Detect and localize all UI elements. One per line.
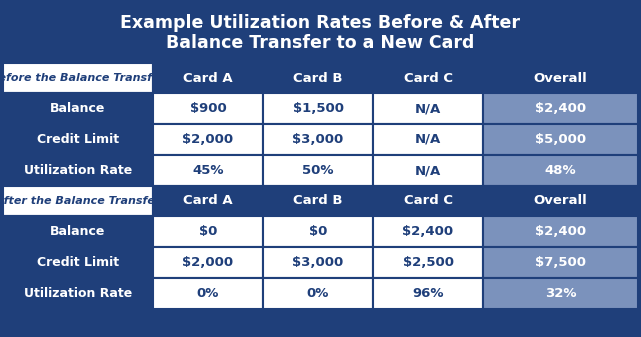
Text: Overall: Overall [533, 194, 587, 208]
Bar [153, 186, 263, 216]
Text: $2,000: $2,000 [183, 256, 233, 269]
Text: $2,500: $2,500 [403, 256, 453, 269]
Bar [483, 93, 638, 124]
Bar [483, 216, 638, 247]
Bar [3, 155, 153, 186]
Bar [483, 278, 638, 309]
Bar [153, 124, 263, 155]
Bar [483, 124, 638, 155]
Text: 45%: 45% [192, 164, 224, 177]
Bar [263, 278, 373, 309]
Bar [483, 247, 638, 278]
Bar [373, 155, 483, 186]
Text: 50%: 50% [303, 164, 334, 177]
Text: $2,400: $2,400 [403, 225, 454, 238]
Text: Before the Balance Transfer: Before the Balance Transfer [0, 73, 165, 83]
Text: $5,000: $5,000 [535, 133, 586, 146]
Text: $900: $900 [190, 102, 226, 115]
Text: N/A: N/A [415, 133, 441, 146]
Text: $7,500: $7,500 [535, 256, 586, 269]
Text: Card A: Card A [183, 71, 233, 85]
Bar [263, 247, 373, 278]
Bar [3, 3, 638, 63]
Bar [153, 247, 263, 278]
Text: N/A: N/A [415, 102, 441, 115]
Text: Card B: Card B [293, 194, 343, 208]
Bar [483, 186, 638, 216]
Text: 48%: 48% [545, 164, 576, 177]
Text: Card C: Card C [403, 194, 453, 208]
Text: $3,000: $3,000 [292, 133, 344, 146]
Text: $2,400: $2,400 [535, 102, 586, 115]
Text: $3,000: $3,000 [292, 256, 344, 269]
Text: Utilization Rate: Utilization Rate [24, 164, 132, 177]
Bar [3, 186, 153, 216]
Bar [263, 155, 373, 186]
Bar [373, 278, 483, 309]
Bar [263, 216, 373, 247]
Text: $2,000: $2,000 [183, 133, 233, 146]
Bar [153, 278, 263, 309]
Bar [153, 93, 263, 124]
Text: $2,400: $2,400 [535, 225, 586, 238]
Bar [373, 186, 483, 216]
Text: Balance: Balance [50, 102, 106, 115]
Text: Overall: Overall [533, 71, 587, 85]
Text: Balance: Balance [50, 225, 106, 238]
Bar [3, 278, 153, 309]
Text: 0%: 0% [197, 287, 219, 300]
Bar [263, 186, 373, 216]
Text: Card A: Card A [183, 194, 233, 208]
Text: $0: $0 [199, 225, 217, 238]
Text: Credit Limit: Credit Limit [37, 133, 119, 146]
Text: Card C: Card C [403, 71, 453, 85]
Bar [263, 124, 373, 155]
Bar [263, 93, 373, 124]
Bar [373, 63, 483, 93]
Bar [373, 216, 483, 247]
Bar [3, 63, 153, 93]
Bar [373, 124, 483, 155]
Text: 0%: 0% [307, 287, 329, 300]
Bar [483, 155, 638, 186]
Bar [153, 63, 263, 93]
Text: Example Utilization Rates Before & After
Balance Transfer to a New Card: Example Utilization Rates Before & After… [121, 13, 520, 52]
Text: Credit Limit: Credit Limit [37, 256, 119, 269]
Text: $1,500: $1,500 [292, 102, 344, 115]
Bar [373, 247, 483, 278]
Text: $0: $0 [309, 225, 327, 238]
Bar [3, 124, 153, 155]
Text: 96%: 96% [412, 287, 444, 300]
Text: 32%: 32% [545, 287, 576, 300]
Bar [153, 216, 263, 247]
Bar [263, 63, 373, 93]
Text: Card B: Card B [293, 71, 343, 85]
Bar [373, 93, 483, 124]
Bar [483, 63, 638, 93]
Text: N/A: N/A [415, 164, 441, 177]
Bar [3, 216, 153, 247]
Text: After the Balance Transfer: After the Balance Transfer [0, 196, 161, 206]
Bar [153, 155, 263, 186]
Bar [3, 247, 153, 278]
Bar [3, 93, 153, 124]
Text: Utilization Rate: Utilization Rate [24, 287, 132, 300]
